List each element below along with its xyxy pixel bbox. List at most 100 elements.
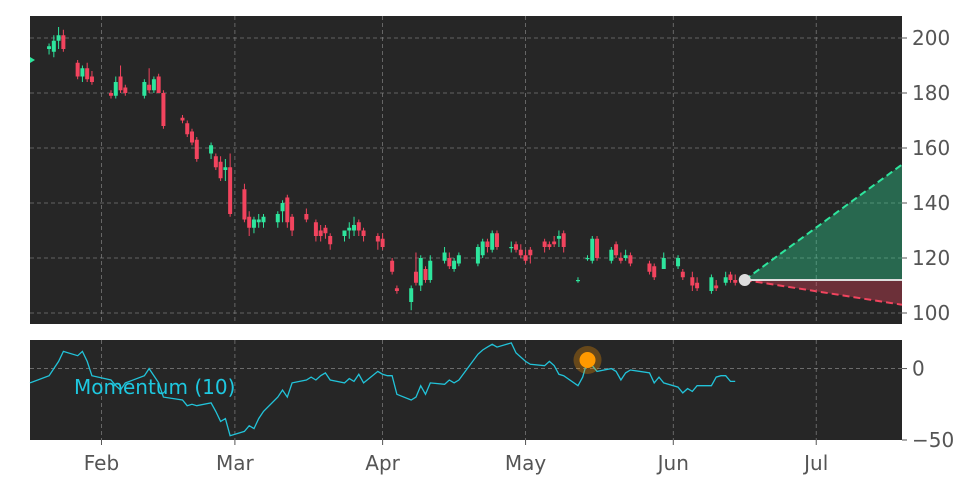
candle-body	[118, 76, 123, 91]
candle-body	[213, 156, 218, 168]
candle	[89, 71, 94, 85]
momentum-marker	[579, 352, 596, 368]
candlestick-series	[47, 27, 738, 311]
candle-body	[323, 227, 328, 234]
candle	[51, 35, 56, 58]
candle-body	[209, 145, 214, 154]
candle	[447, 252, 452, 269]
candle	[475, 244, 480, 267]
candle	[61, 29, 66, 52]
candle-body	[375, 236, 380, 242]
candle	[190, 128, 195, 146]
candle-body	[161, 93, 166, 126]
candle	[442, 247, 447, 264]
candle-body	[85, 68, 90, 80]
candle	[556, 230, 561, 247]
candle-body	[614, 244, 619, 256]
candle	[304, 208, 309, 223]
candle	[409, 285, 414, 311]
candle-body	[409, 288, 414, 302]
candle	[361, 227, 366, 242]
candle	[652, 263, 657, 280]
candle	[251, 216, 256, 234]
momentum-panel	[30, 340, 902, 440]
candle-body	[109, 93, 114, 96]
candle-body	[709, 277, 714, 291]
candle-body	[585, 258, 590, 260]
candle	[614, 241, 619, 258]
candle	[623, 249, 628, 261]
momentum-y-tick-label: 0	[912, 357, 925, 381]
candle	[452, 258, 457, 272]
candle	[142, 79, 147, 99]
x-tick-label: Mar	[216, 451, 255, 475]
candle-body	[413, 271, 418, 283]
candle	[323, 225, 328, 239]
momentum-series	[29, 342, 736, 437]
candle	[561, 230, 566, 253]
candle	[113, 76, 118, 99]
candle-body	[275, 214, 280, 223]
candle	[75, 60, 80, 80]
candle	[628, 252, 633, 267]
candle	[456, 252, 461, 267]
candle-body	[490, 233, 495, 250]
candle	[180, 115, 185, 124]
candle-body	[251, 219, 256, 228]
candle	[514, 241, 519, 253]
candle-body	[328, 236, 333, 245]
candle-body	[728, 274, 733, 280]
candle	[418, 255, 423, 291]
candle-body	[714, 285, 719, 289]
candle-body	[223, 167, 228, 170]
candle	[328, 233, 333, 250]
candle-body	[56, 35, 61, 41]
price-panel	[30, 16, 902, 324]
candle-body	[628, 255, 633, 264]
candle	[552, 236, 557, 247]
candle	[118, 65, 123, 93]
candle	[618, 252, 623, 264]
candle-body	[304, 214, 309, 220]
candle	[109, 90, 114, 99]
candle-body	[218, 161, 223, 179]
candle	[714, 280, 719, 291]
candle	[275, 211, 280, 228]
candle	[480, 238, 485, 258]
candle-body	[147, 84, 152, 91]
candle	[485, 238, 490, 253]
candle	[542, 238, 547, 253]
candle-body	[561, 233, 566, 247]
candle	[147, 68, 152, 93]
candle	[247, 211, 252, 236]
candle-body	[347, 227, 352, 231]
candle-body	[380, 238, 385, 247]
candle-body	[190, 131, 195, 143]
candle	[575, 277, 580, 283]
candle-body	[261, 216, 266, 223]
candle-body	[47, 46, 52, 49]
x-tick-label: May	[505, 451, 547, 475]
candle-body	[185, 123, 190, 135]
candle	[661, 252, 666, 269]
candle	[318, 225, 323, 242]
candle-body	[590, 238, 595, 261]
candle-body	[518, 249, 523, 256]
candle	[261, 214, 266, 228]
candle	[609, 247, 614, 264]
candle-body	[723, 277, 728, 283]
candle-body	[280, 203, 285, 212]
candle-body	[113, 82, 118, 96]
candle-body	[442, 252, 447, 261]
candle	[394, 285, 399, 294]
momentum-legend-label: Momentum (10)	[74, 375, 235, 399]
candle-body	[156, 76, 161, 93]
candle-body	[180, 117, 185, 121]
candle-body	[80, 68, 85, 77]
candle	[509, 241, 514, 253]
candle	[494, 230, 499, 250]
candle-body	[342, 230, 347, 236]
candle-body	[680, 271, 685, 278]
candle-body	[242, 189, 247, 220]
candle-body	[356, 222, 361, 231]
